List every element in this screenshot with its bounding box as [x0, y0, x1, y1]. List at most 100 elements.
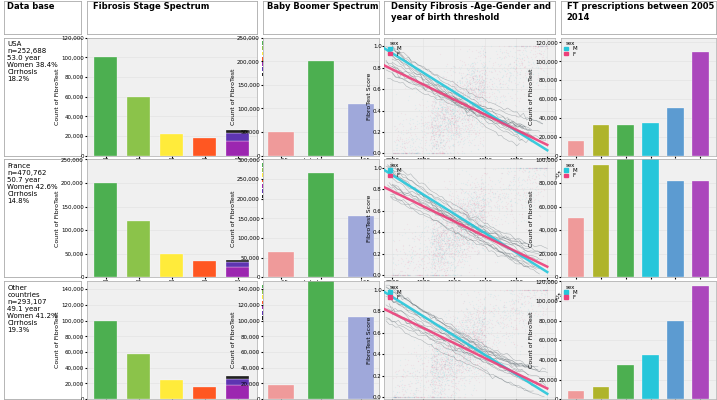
- Point: [486, 343, 498, 350]
- Point: [442, 216, 454, 223]
- Point: [436, 251, 447, 257]
- Point: [403, 120, 414, 126]
- Point: [436, 356, 447, 363]
- Point: [429, 378, 441, 384]
- Point: [455, 205, 467, 212]
- Point: [432, 142, 444, 148]
- Point: [467, 351, 478, 357]
- Point: [434, 245, 445, 252]
- Point: [513, 196, 524, 202]
- Point: [427, 357, 439, 364]
- Point: [469, 106, 480, 112]
- Point: [448, 113, 460, 120]
- Point: [470, 215, 482, 221]
- Point: [530, 174, 541, 180]
- Point: [466, 322, 478, 328]
- Point: [447, 220, 459, 226]
- Point: [431, 113, 442, 119]
- Point: [416, 394, 427, 400]
- Point: [541, 287, 552, 293]
- Point: [470, 78, 481, 84]
- Point: [429, 262, 440, 268]
- Point: [433, 102, 445, 108]
- Point: [455, 252, 467, 258]
- Point: [467, 345, 479, 351]
- Point: [530, 53, 541, 60]
- Point: [432, 259, 444, 265]
- Point: [478, 207, 489, 214]
- Point: [435, 363, 446, 369]
- Point: [498, 304, 509, 310]
- Point: [505, 316, 517, 322]
- Point: [475, 186, 487, 192]
- Point: [465, 81, 476, 88]
- Point: [433, 123, 445, 130]
- Point: [452, 378, 463, 385]
- Point: [434, 112, 445, 118]
- Legend: F0, F1, F2, F3, F4.1, F4.2, F4.3: F0, F1, F2, F3, F4.1, F4.2, F4.3: [262, 162, 281, 200]
- Point: [432, 94, 443, 101]
- Point: [425, 378, 437, 385]
- Point: [459, 78, 470, 84]
- Point: [457, 110, 469, 116]
- Point: [413, 144, 424, 150]
- Point: [488, 332, 499, 338]
- Point: [427, 217, 438, 223]
- Point: [469, 123, 480, 130]
- Point: [463, 101, 475, 108]
- Point: [397, 127, 409, 134]
- Point: [427, 229, 439, 236]
- Point: [505, 323, 517, 329]
- Point: [477, 338, 488, 344]
- Point: [474, 100, 485, 107]
- Point: [452, 79, 463, 85]
- Point: [445, 383, 457, 389]
- Point: [470, 201, 481, 208]
- Point: [473, 366, 485, 372]
- Point: [395, 146, 407, 152]
- Point: [536, 60, 548, 66]
- Point: [389, 272, 400, 278]
- Point: [526, 165, 538, 171]
- Point: [454, 234, 465, 240]
- Point: [478, 202, 489, 208]
- Point: [464, 91, 475, 97]
- Point: [435, 109, 447, 116]
- Point: [455, 323, 466, 330]
- Point: [504, 290, 516, 296]
- Point: [444, 324, 455, 330]
- Point: [478, 193, 490, 200]
- Point: [487, 190, 498, 196]
- Point: [470, 226, 482, 232]
- Point: [447, 100, 458, 106]
- Point: [469, 231, 480, 237]
- Point: [404, 130, 415, 136]
- Point: [475, 78, 486, 85]
- Point: [478, 216, 489, 222]
- Point: [462, 355, 474, 361]
- Point: [438, 210, 450, 216]
- Point: [476, 341, 488, 348]
- Point: [432, 346, 443, 353]
- Point: [469, 364, 480, 371]
- Point: [489, 302, 500, 308]
- Point: [489, 305, 500, 312]
- Point: [453, 235, 465, 242]
- Point: [447, 368, 458, 374]
- Point: [425, 354, 437, 361]
- Point: [437, 370, 448, 376]
- Point: [466, 345, 478, 351]
- Point: [433, 337, 445, 344]
- Point: [444, 245, 455, 251]
- Point: [462, 324, 473, 330]
- Point: [515, 87, 526, 93]
- Point: [448, 360, 460, 366]
- Point: [433, 122, 445, 129]
- Point: [437, 260, 448, 266]
- Point: [473, 116, 485, 123]
- Point: [474, 68, 485, 74]
- Point: [442, 237, 454, 244]
- Point: [441, 250, 452, 256]
- Point: [427, 143, 439, 149]
- Point: [418, 253, 429, 260]
